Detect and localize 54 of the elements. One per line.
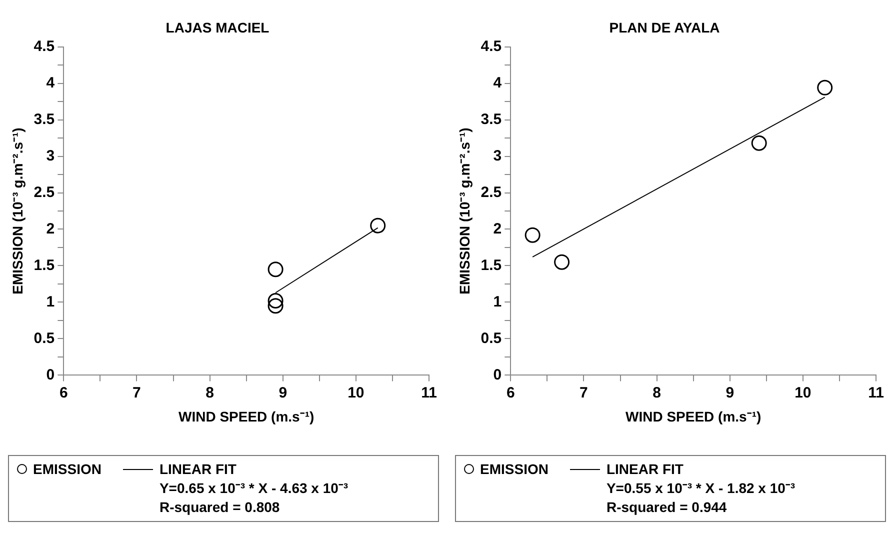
- y-tick-label: 1.5: [34, 256, 55, 274]
- legend-label: LINEAR FIT: [159, 460, 238, 479]
- x-tick-label: 7: [132, 384, 141, 402]
- y-tick-label: 4: [493, 74, 502, 92]
- y-tick-label: 4.5: [34, 38, 55, 55]
- x-tick-label: 10: [348, 384, 364, 402]
- text: Y=0.55 x 10⁻³ * X - 1.82 x 10⁻³: [606, 479, 796, 498]
- x-tick-label: 11: [868, 384, 884, 402]
- point: [751, 135, 767, 151]
- x-tick-label: 9: [278, 384, 288, 402]
- point: [268, 298, 284, 314]
- legend-label: EMISSION: [480, 460, 548, 479]
- y-tick-label: 0.5: [34, 330, 55, 347]
- y-tick-label: 1: [46, 293, 55, 310]
- y-tick-label: 2.5: [34, 184, 55, 201]
- y-tick-label: 2: [46, 220, 55, 238]
- x-axis-title: WIND SPEED (m.s⁻¹): [625, 408, 762, 424]
- x-tick-label: 7: [580, 384, 588, 402]
- chart-title: PLAN DE AYALA: [609, 19, 720, 36]
- x-tick-label: 10: [794, 384, 812, 402]
- x-tick-label: 6: [59, 384, 68, 402]
- y-tick-label: 4.5: [480, 38, 502, 55]
- text: Y=0.65 x 10⁻³ * X - 4.63 x 10⁻³: [159, 479, 348, 498]
- point: [370, 218, 386, 234]
- legend-label: LINEAR FIT: [606, 460, 684, 479]
- y-tick-label: 2: [493, 220, 502, 238]
- x-tick-label: 8: [206, 384, 214, 402]
- point: [524, 227, 540, 243]
- y-tick-label: 0: [46, 366, 55, 384]
- y-tick-label: 1: [493, 293, 502, 310]
- y-axis-title: EMISSION (10⁻³ g.m⁻².s⁻¹): [456, 128, 472, 294]
- chart-title: LAJAS MACIEL: [166, 19, 270, 36]
- y-tick-label: 3.5: [480, 110, 502, 128]
- y-tick-label: 1.5: [480, 256, 502, 274]
- x-tick-label: 11: [421, 384, 437, 402]
- y-tick-label: 4: [46, 74, 56, 92]
- point: [268, 293, 284, 309]
- y-tick-label: 3: [493, 147, 502, 164]
- x-tick-label: 6: [506, 384, 515, 402]
- y-tick-label: 3.5: [34, 110, 55, 128]
- y-axis-title: EMISSION (10⁻³ g.m⁻².s⁻¹): [9, 128, 26, 294]
- y-tick-label: 3: [46, 147, 55, 164]
- text: R-squared = 0.944: [606, 498, 728, 517]
- legend-label: EMISSION: [33, 460, 102, 479]
- y-tick-label: 0.5: [480, 330, 502, 347]
- y-tick-label: 2.5: [480, 184, 502, 201]
- y-tick-label: 0: [493, 366, 502, 384]
- point: [268, 262, 284, 278]
- x-tick-label: 9: [726, 384, 734, 402]
- x-tick-label: 8: [652, 384, 661, 402]
- text: R-squared = 0.808: [159, 498, 281, 517]
- x-axis-title: WIND SPEED (m.s⁻¹): [178, 408, 314, 424]
- point: [817, 80, 833, 96]
- point: [554, 254, 570, 270]
